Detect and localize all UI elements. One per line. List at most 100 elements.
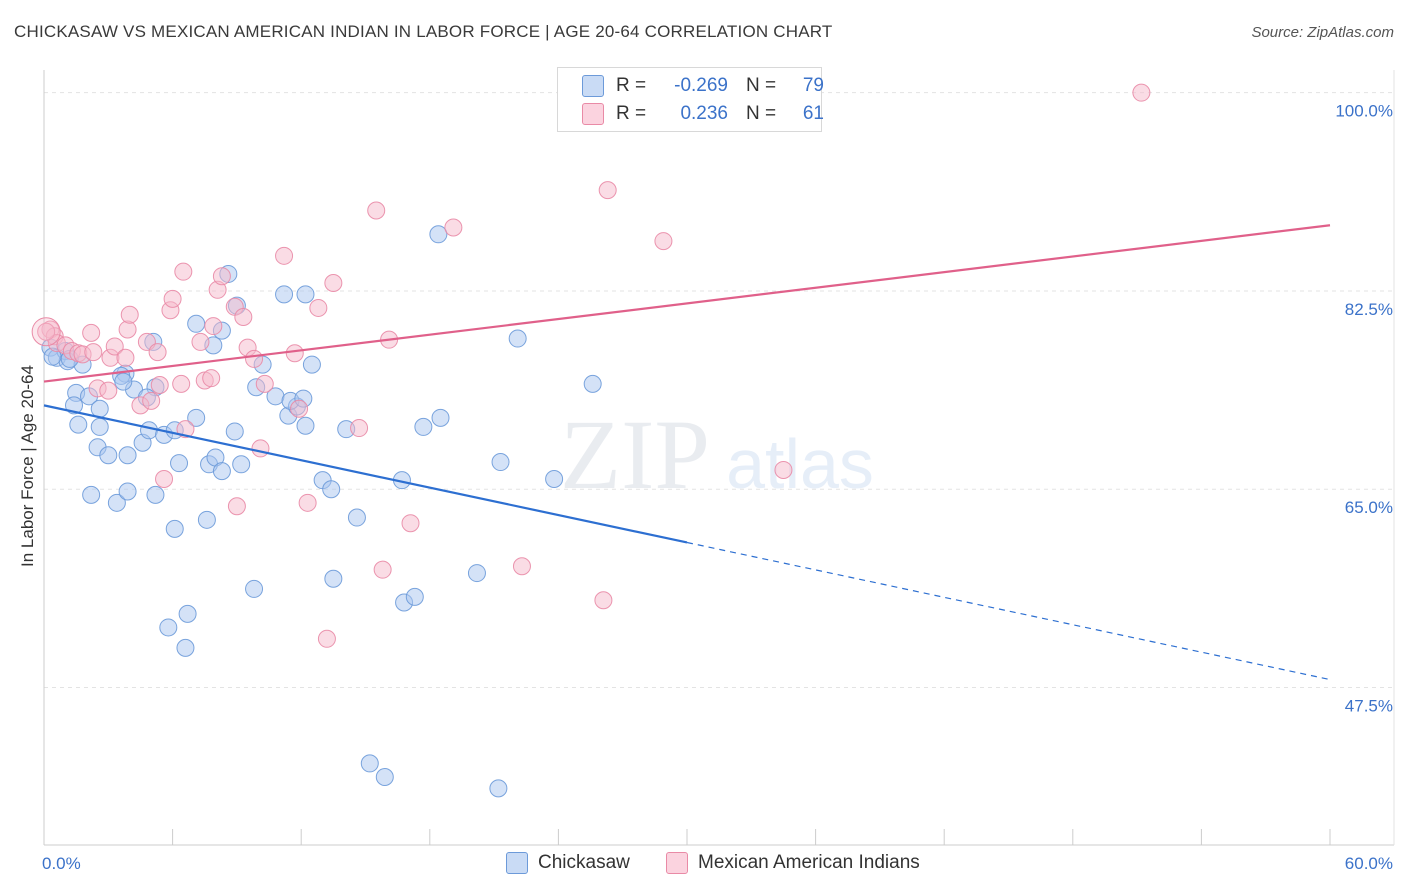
mexican-american-indians-point <box>37 322 56 341</box>
mexican-american-indians-point <box>317 629 336 648</box>
chickasaw-trend-line-extrapolated <box>686 541 1331 681</box>
chickasaw-point <box>118 446 137 465</box>
grid-lines <box>44 92 1394 689</box>
chickasaw-point <box>347 508 366 527</box>
mexican-american-indians-point <box>290 399 309 418</box>
mexican-american-indians-point <box>116 348 135 367</box>
chickasaw-point <box>178 604 197 623</box>
source-label: Source: ZipAtlas.com <box>1251 24 1394 41</box>
mexican-american-indians-point <box>176 420 195 439</box>
mexican-american-indians-point <box>309 298 328 317</box>
mexican-american-indians-point <box>204 317 223 336</box>
correlation-legend: R = -0.269 N = 79 R = 0.236 N = 61 <box>557 67 824 132</box>
mexican-american-indians-point <box>227 497 246 516</box>
mexican-american-indians-point <box>99 381 118 400</box>
watermark-zip: ZIP <box>560 399 710 510</box>
mexican-american-indians-point <box>774 460 793 479</box>
mexican-american-indians-point <box>174 262 193 281</box>
legend-item-chickasaw: Chickasaw <box>506 852 630 874</box>
series-points <box>37 83 1151 648</box>
chickasaw-point <box>491 453 510 472</box>
series-legend: Chickasaw Mexican American Indians <box>0 852 1406 878</box>
legend-n-label: N = <box>746 75 777 96</box>
legend-n-value: 61 <box>802 103 824 124</box>
mexican-american-indians-point <box>120 305 139 324</box>
mexican-american-indians-point <box>191 332 210 351</box>
chickasaw-point <box>118 482 137 501</box>
mexican-american-indians-point <box>245 349 264 368</box>
mexican-american-indians-point <box>654 232 673 251</box>
mexican-american-indians-point <box>324 274 343 293</box>
y-axis-label: In Labor Force | Age 20-64 <box>18 365 37 567</box>
chickasaw-point <box>176 638 195 657</box>
chickasaw-point <box>508 329 527 348</box>
chickasaw-point <box>140 421 159 440</box>
chickasaw-point <box>90 417 109 436</box>
mexican-american-indians-point <box>105 337 124 356</box>
mexican-american-indians-point <box>598 181 617 200</box>
mexican-american-indians-point <box>444 218 463 237</box>
chickasaw-point <box>82 485 101 504</box>
mexican-american-indians-point <box>373 560 392 579</box>
chickasaw-point <box>159 618 178 637</box>
chickasaw-point <box>360 754 379 773</box>
mexican-american-indians-point <box>202 369 221 388</box>
chickasaw-point <box>302 355 321 374</box>
chickasaw-point <box>489 779 508 798</box>
chickasaw-point <box>322 480 341 499</box>
y-tick-label: 82.5% <box>1345 300 1393 319</box>
mexican-american-indians-point <box>172 374 191 393</box>
mexican-american-indians-point <box>401 514 420 533</box>
chickasaw-point <box>429 225 448 244</box>
chickasaw-point <box>212 462 231 481</box>
mexican-american-indians-point <box>155 470 174 489</box>
chickasaw-point <box>69 415 88 434</box>
mexican-american-indians-point <box>255 374 274 393</box>
mexican-american-indians-point <box>594 591 613 610</box>
mexican-american-indians-point <box>275 246 294 265</box>
legend-label-chickasaw: Chickasaw <box>538 852 630 873</box>
chart-title: CHICKASAW VS MEXICAN AMERICAN INDIAN IN … <box>14 22 833 41</box>
chickasaw-point <box>296 285 315 304</box>
mexican-american-indians-point <box>234 308 253 327</box>
legend-swatch-mexican-american-indians <box>582 103 604 125</box>
x-tick-label: 60.0% <box>1345 854 1393 873</box>
axes <box>43 70 1395 846</box>
legend-label-mexican-american-indians: Mexican American Indians <box>698 852 920 873</box>
watermark: ZIP atlas <box>560 399 874 510</box>
mexican-american-indians-point <box>142 391 161 410</box>
mexican-american-indians-point <box>367 201 386 220</box>
mexican-american-indians-point <box>118 320 137 339</box>
legend-swatch-chickasaw <box>582 75 604 97</box>
mexican-american-indians-point <box>84 343 103 362</box>
chickasaw-point <box>467 564 486 583</box>
chickasaw-point <box>232 455 251 474</box>
chickasaw-point <box>275 285 294 304</box>
y-tick-label: 100.0% <box>1335 102 1393 121</box>
legend-n-value: 79 <box>802 75 824 96</box>
chickasaw-point <box>431 408 450 427</box>
chickasaw-trend-line <box>43 404 688 544</box>
mexican-american-indians-point <box>148 343 167 362</box>
chickasaw-point <box>375 768 394 787</box>
chickasaw-point <box>324 569 343 588</box>
mexican-american-indians-point <box>212 267 231 286</box>
chickasaw-point <box>245 579 264 598</box>
chickasaw-point <box>170 454 189 473</box>
mexican-american-indians-point <box>1132 83 1151 102</box>
mexican-american-indians-point <box>251 439 270 458</box>
x-tick-label: 0.0% <box>42 854 81 873</box>
legend-item-mexican-american-indians: Mexican American Indians <box>666 852 920 874</box>
chickasaw-point <box>187 408 206 427</box>
chickasaw-point <box>187 314 206 333</box>
chickasaw-point <box>405 587 424 606</box>
mexican-american-indians-trend-line <box>43 224 1331 383</box>
legend-n-label: N = <box>746 103 777 124</box>
chickasaw-point <box>414 417 433 436</box>
legend-row-mexican-american-indians: R = 0.236 N = 61 <box>582 101 824 127</box>
mexican-american-indians-point <box>350 419 369 438</box>
chickasaw-point <box>545 470 564 489</box>
mexican-american-indians-point <box>298 493 317 512</box>
chickasaw-point <box>90 399 109 418</box>
